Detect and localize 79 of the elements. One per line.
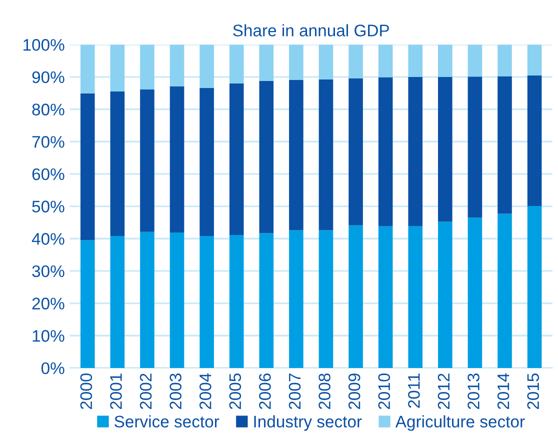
- bar: [200, 236, 214, 368]
- x-tick-label: 2011: [408, 374, 420, 408]
- bar: [498, 44, 512, 76]
- x-tick-label: 2013: [468, 374, 480, 410]
- bar: [527, 75, 542, 206]
- bar: [498, 76, 512, 214]
- y-tick-label: 20%: [32, 298, 64, 310]
- bar: [378, 77, 393, 226]
- y-tick-label: 50%: [32, 200, 64, 212]
- y-tick-label: 80%: [32, 104, 64, 116]
- bar: [259, 233, 274, 368]
- y-tick-label: 40%: [32, 233, 64, 245]
- bar: [289, 230, 304, 368]
- legend-label: Industry sector: [254, 415, 362, 431]
- y-tick-label: 10%: [32, 330, 64, 342]
- x-tick-label: 2010: [378, 373, 390, 410]
- bar: [229, 44, 244, 84]
- bar: [408, 44, 423, 77]
- x-tick-label: 2008: [318, 374, 330, 410]
- y-tick-label: 30%: [32, 265, 64, 278]
- bar: [80, 93, 95, 240]
- bar: [259, 44, 274, 81]
- bar: [527, 206, 542, 368]
- bar: [348, 44, 363, 78]
- x-tick-label: 2005: [229, 374, 242, 410]
- legend-label: Agriculture sector: [395, 415, 525, 431]
- x-tick-label: 2004: [199, 373, 212, 410]
- x-tick-label: 2000: [80, 373, 92, 410]
- bar: [318, 44, 334, 80]
- x-tick-label: 2012: [438, 374, 450, 410]
- bar: [318, 80, 334, 230]
- x-tick-label: 2015: [527, 374, 540, 410]
- bar: [80, 240, 95, 368]
- bar: [438, 76, 452, 222]
- bar: [200, 88, 214, 236]
- bar: [229, 83, 244, 236]
- bar: [348, 225, 363, 368]
- bar: [140, 232, 154, 368]
- bar: [468, 44, 482, 77]
- bar: [438, 222, 452, 368]
- y-tick-label: 90%: [32, 71, 64, 84]
- bar: [200, 44, 214, 88]
- x-tick-label: 2007: [288, 374, 301, 410]
- y-tick-label: 60%: [32, 168, 64, 180]
- bar: [80, 44, 95, 94]
- bar: [110, 44, 125, 92]
- bar: [140, 90, 154, 232]
- y-tick-label: 70%: [32, 136, 64, 148]
- bar: [318, 230, 334, 368]
- bar: [170, 86, 184, 232]
- chart-title: Share in annual GDP: [233, 24, 389, 36]
- bar: [259, 80, 274, 234]
- bar: [527, 44, 542, 76]
- x-tick-label: 2002: [140, 374, 152, 410]
- bar: [378, 44, 393, 78]
- y-tick-label: 100%: [24, 39, 64, 51]
- bar: [110, 236, 125, 368]
- bar: [289, 44, 304, 80]
- bar: [498, 214, 512, 368]
- x-tick-label: 2009: [348, 374, 360, 410]
- legend-label: Service sector: [114, 415, 220, 428]
- bar: [170, 232, 184, 368]
- x-tick-label: 2006: [259, 374, 271, 410]
- bar: [140, 44, 154, 90]
- bar: [408, 226, 423, 368]
- bar: [110, 91, 125, 236]
- bar: [468, 76, 482, 218]
- bar: [438, 44, 452, 77]
- x-tick-label: 2014: [497, 373, 510, 410]
- bar: [289, 80, 304, 230]
- bar: [348, 78, 363, 226]
- bar: [408, 76, 423, 226]
- bar: [378, 226, 393, 368]
- bar: [468, 218, 482, 368]
- x-tick-label: 2001: [110, 374, 122, 410]
- y-tick-label: 0%: [41, 362, 64, 374]
- x-tick-label: 2003: [170, 374, 182, 410]
- bar: [170, 44, 184, 86]
- bar: [229, 235, 244, 368]
